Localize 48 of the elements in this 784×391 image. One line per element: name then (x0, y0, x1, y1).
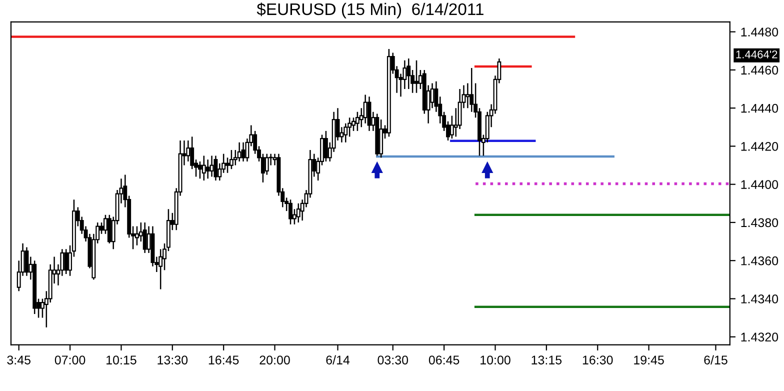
y-tick-label: 1.4320 (741, 332, 778, 342)
x-tick-label: 6/15 (704, 355, 728, 364)
candlestick (134, 226, 139, 246)
candlestick (363, 94, 368, 124)
candlestick (296, 202, 300, 224)
candlestick (206, 158, 210, 180)
candlestick (288, 198, 292, 225)
x-tick-label: 16:30 (582, 356, 613, 364)
candlestick (142, 222, 147, 254)
candlestick (237, 142, 242, 162)
x-tick-label: 10:00 (480, 356, 510, 364)
candlestick (186, 140, 190, 162)
x-tick-label: 20:00 (260, 356, 290, 364)
y-tick-label: 1.4440 (741, 104, 778, 113)
y-tick-label: 1.4340 (741, 294, 778, 304)
x-tick-label: 13:30 (158, 356, 188, 364)
candlestick (264, 153, 269, 176)
candlestick (367, 96, 372, 132)
candlestick (198, 160, 202, 180)
x-tick-label: 6/14 (326, 355, 350, 364)
y-tick-label: 1.4400 (741, 180, 778, 189)
text: 1.4464'2 (736, 50, 778, 58)
x-tick-label: 07:00 (54, 356, 86, 364)
candlestick (226, 157, 230, 174)
candlestick (406, 58, 411, 90)
candlestick (64, 248, 68, 275)
y-tick-label: 1.4460 (741, 66, 778, 75)
y-tick-label: 1.4480 (741, 28, 778, 36)
candlestick (210, 155, 214, 178)
x-tick-label: 19:45 (634, 356, 664, 364)
candlestick (355, 111, 360, 132)
candlestick (466, 82, 470, 109)
x-tick-label: 03:30 (378, 356, 408, 364)
y-tick-label: 1.4380 (741, 218, 778, 228)
candlestick (229, 149, 234, 170)
candlestick (414, 60, 418, 94)
candlestick (214, 155, 218, 182)
x-tick-label: 13:15 (532, 356, 562, 364)
candlestick (324, 130, 328, 162)
x-tick-label: 3:45 (7, 356, 30, 364)
y-tick-label: 1.4360 (741, 256, 778, 266)
candlestick (24, 246, 29, 276)
x-tick-label: 06:45 (428, 356, 460, 364)
candlestick (202, 155, 206, 182)
x-tick-label: 10:15 (106, 356, 136, 364)
x-tick-label: 16:45 (208, 356, 239, 364)
y-tick-label: 1.4420 (741, 142, 778, 151)
chart-title: $EURUSD (15 Min) 6/14/2011 (256, 2, 484, 18)
